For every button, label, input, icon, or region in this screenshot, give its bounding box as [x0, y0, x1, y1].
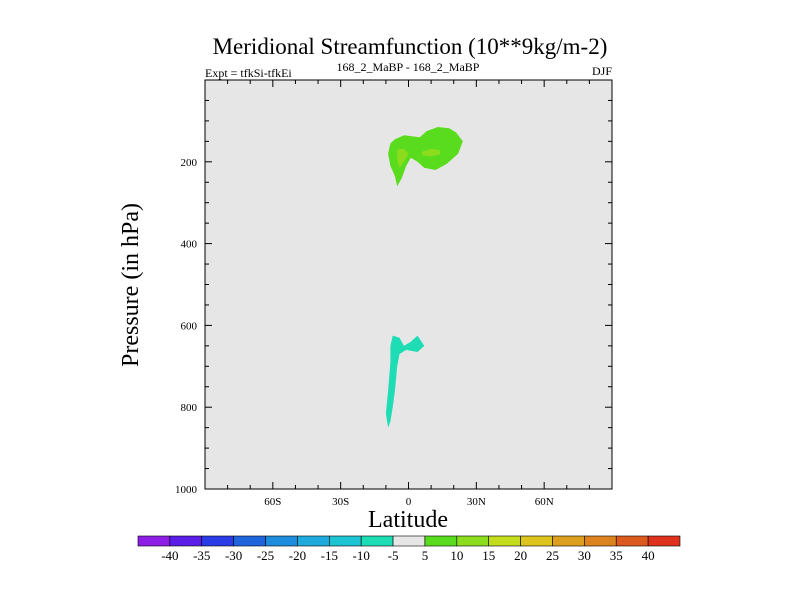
- y-tick-label: 800: [181, 402, 198, 414]
- colorbar-swatch: [265, 535, 298, 547]
- contour-region-upper-positive-core-left: [397, 148, 409, 168]
- colorbar-swatch: [456, 535, 490, 547]
- plot-area: 200 400 600 800 1000 60S 30S 0 30N 60N: [175, 79, 613, 508]
- colorbar-swatch: [392, 535, 426, 547]
- x-tick-label: 30S: [332, 496, 349, 508]
- colorbar-swatch: [297, 535, 330, 547]
- colorbar-label: -40: [161, 548, 178, 563]
- colorbar-swatch: [360, 535, 394, 547]
- contour-region-upper-positive-core-right: [422, 148, 441, 157]
- comparison-label: 168_2_MaBP - 168_2_MaBP: [337, 60, 480, 74]
- colorbar-swatch: [520, 535, 553, 547]
- y-tick-label: 200: [181, 157, 198, 169]
- colorbar-label: 20: [514, 548, 527, 563]
- season-label: DJF: [592, 64, 612, 78]
- colorbar-swatch: [169, 535, 203, 547]
- colorbar-label: 5: [422, 548, 429, 563]
- colorbar-swatch: [233, 535, 266, 547]
- colorbar-label: -15: [321, 548, 338, 563]
- contour-regions: [385, 127, 463, 428]
- colorbar-label: -35: [193, 548, 210, 563]
- colorbar-swatch: [552, 535, 585, 547]
- x-axis-label: Latitude: [368, 507, 448, 533]
- colorbar-label: 35: [610, 548, 623, 563]
- colorbar-swatch: [201, 535, 234, 547]
- x-axis: 60S 30S 0 30N 60N: [204, 80, 613, 508]
- colorbar-label: 40: [642, 548, 655, 563]
- x-tick-label: 0: [406, 496, 412, 508]
- colorbar-label: -30: [225, 548, 242, 563]
- x-tick-label: 60N: [535, 496, 554, 508]
- contour-region-upper-positive-cell: [388, 127, 463, 187]
- colorbar-swatch: [137, 535, 171, 547]
- colorbar-swatch: [647, 535, 681, 547]
- y-axis: 200 400 600 800 1000: [175, 79, 612, 496]
- colorbar-swatch: [584, 535, 617, 547]
- x-tick-label: 60S: [264, 496, 281, 508]
- colorbar-swatch: [328, 535, 362, 547]
- y-tick-label: 600: [181, 320, 198, 332]
- colorbar-label: -10: [353, 548, 370, 563]
- colorbar-label: -20: [289, 548, 306, 563]
- x-tick-label: 30N: [467, 496, 486, 508]
- colorbar-swatch: [488, 535, 521, 547]
- y-axis-label: Pressure (in hPa): [118, 203, 144, 367]
- colorbar-label: -25: [257, 548, 274, 563]
- colorbar-label: 10: [450, 548, 463, 563]
- chart-title: Meridional Streamfunction (10**9kg/m-2): [213, 34, 608, 59]
- y-tick-label: 1000: [175, 484, 198, 496]
- colorbar-label: 15: [482, 548, 495, 563]
- colorbar: -40 -35 -30 -25 -20 -15 -10 -5 5 10 15 20 25 30 35 40: [137, 535, 681, 563]
- colorbar-label: 25: [546, 548, 559, 563]
- y-tick-label: 400: [181, 239, 198, 251]
- colorbar-swatch: [615, 535, 649, 547]
- colorbar-label: 30: [578, 548, 591, 563]
- experiment-label: Expt = tfkSi-tfkEi: [205, 66, 292, 80]
- contour-region-lower-negative-cell: [385, 335, 425, 428]
- colorbar-label: -5: [388, 548, 399, 563]
- colorbar-swatch: [424, 535, 458, 547]
